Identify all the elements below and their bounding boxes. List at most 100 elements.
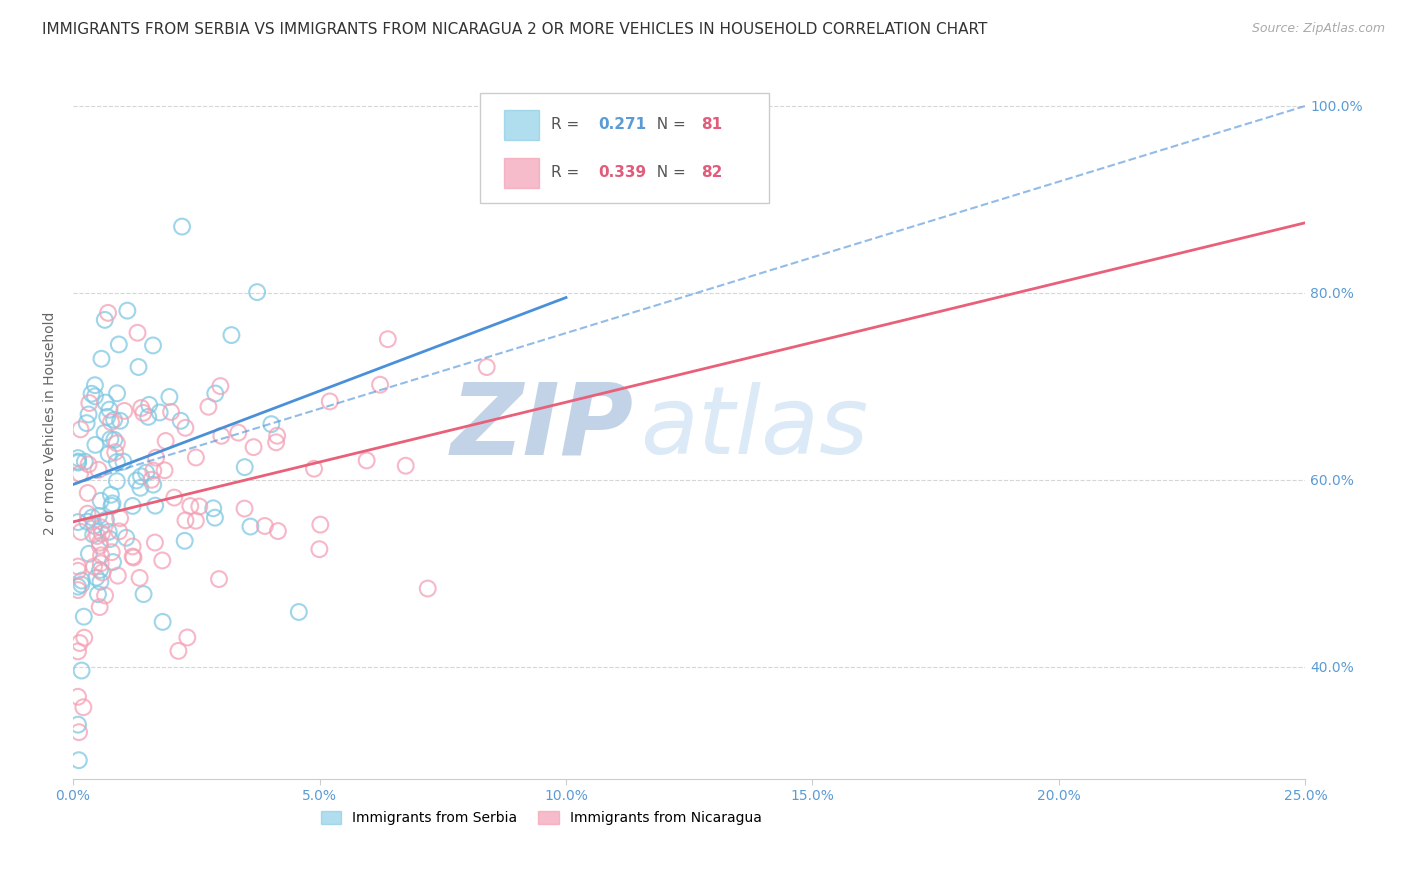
Point — [80, 386, 103, 401]
Point — [108, 414, 131, 428]
Point — [197, 400, 219, 414]
Point — [93, 425, 115, 440]
Point — [416, 582, 439, 596]
Point — [112, 454, 135, 468]
Point — [209, 429, 232, 443]
Point — [121, 499, 143, 513]
Point — [100, 488, 122, 502]
Point — [128, 359, 150, 374]
Point — [87, 508, 110, 523]
Point — [242, 440, 264, 454]
Point — [82, 527, 104, 541]
Point — [105, 474, 128, 488]
Text: N =: N = — [647, 165, 690, 180]
Text: ZIP: ZIP — [451, 379, 634, 475]
Point — [142, 338, 165, 352]
Point — [76, 416, 98, 430]
Point — [87, 463, 110, 477]
Text: atlas: atlas — [640, 382, 868, 473]
Point — [73, 609, 96, 624]
Point — [145, 450, 167, 465]
Point — [94, 395, 117, 409]
Point — [66, 717, 89, 731]
Point — [264, 435, 287, 450]
Point — [239, 519, 262, 533]
Point — [108, 511, 131, 525]
Point — [309, 517, 332, 532]
Point — [66, 582, 89, 597]
Point — [129, 481, 152, 495]
Point — [84, 438, 107, 452]
Point — [76, 486, 98, 500]
Point — [377, 332, 399, 346]
Point — [319, 394, 342, 409]
Point — [105, 386, 128, 401]
Point — [138, 398, 160, 412]
Point — [112, 404, 135, 418]
Point — [179, 499, 201, 513]
Point — [135, 466, 157, 480]
Point — [143, 499, 166, 513]
Point — [121, 540, 143, 554]
Point — [83, 559, 105, 574]
FancyBboxPatch shape — [479, 94, 769, 203]
Point — [90, 351, 112, 366]
Point — [76, 507, 98, 521]
Point — [108, 337, 131, 351]
Point — [73, 455, 96, 469]
Point — [266, 429, 288, 443]
Point — [101, 555, 124, 569]
Point — [143, 535, 166, 549]
Point — [152, 615, 174, 629]
Legend: Immigrants from Serbia, Immigrants from Nicaragua: Immigrants from Serbia, Immigrants from … — [321, 811, 762, 825]
Y-axis label: 2 or more Vehicles in Household: 2 or more Vehicles in Household — [44, 312, 58, 535]
Point — [90, 493, 112, 508]
Point — [208, 572, 231, 586]
Point — [89, 563, 111, 577]
Point — [70, 574, 93, 588]
Point — [70, 524, 93, 539]
Point — [308, 542, 330, 557]
Point — [89, 574, 111, 589]
Point — [77, 408, 100, 422]
Point — [84, 389, 107, 403]
Point — [89, 600, 111, 615]
Point — [66, 454, 89, 468]
Point — [170, 219, 193, 234]
Point — [98, 402, 121, 417]
Text: N =: N = — [647, 118, 690, 133]
Point — [87, 587, 110, 601]
Point — [127, 326, 149, 340]
Point — [157, 390, 180, 404]
Point — [108, 524, 131, 539]
Point — [103, 433, 125, 447]
Point — [100, 415, 122, 429]
Point — [97, 447, 120, 461]
Point — [69, 636, 91, 650]
Point — [101, 545, 124, 559]
Point — [132, 406, 155, 420]
Point — [66, 580, 89, 594]
Point — [260, 417, 283, 432]
Point — [115, 531, 138, 545]
Point — [356, 453, 378, 467]
Point — [94, 589, 117, 603]
Point — [202, 501, 225, 516]
Point — [136, 409, 159, 424]
Point — [96, 409, 118, 424]
Point — [184, 450, 207, 465]
Point — [368, 377, 391, 392]
Point — [125, 474, 148, 488]
Point — [90, 556, 112, 570]
Point — [142, 477, 165, 491]
Point — [100, 432, 122, 446]
Point — [66, 515, 89, 529]
Point — [475, 359, 498, 374]
FancyBboxPatch shape — [505, 110, 538, 140]
Point — [89, 539, 111, 553]
Point — [84, 378, 107, 392]
Point — [105, 436, 128, 450]
Text: IMMIGRANTS FROM SERBIA VS IMMIGRANTS FROM NICARAGUA 2 OR MORE VEHICLES IN HOUSEH: IMMIGRANTS FROM SERBIA VS IMMIGRANTS FRO… — [42, 22, 987, 37]
Point — [66, 690, 89, 704]
Point — [132, 587, 155, 601]
